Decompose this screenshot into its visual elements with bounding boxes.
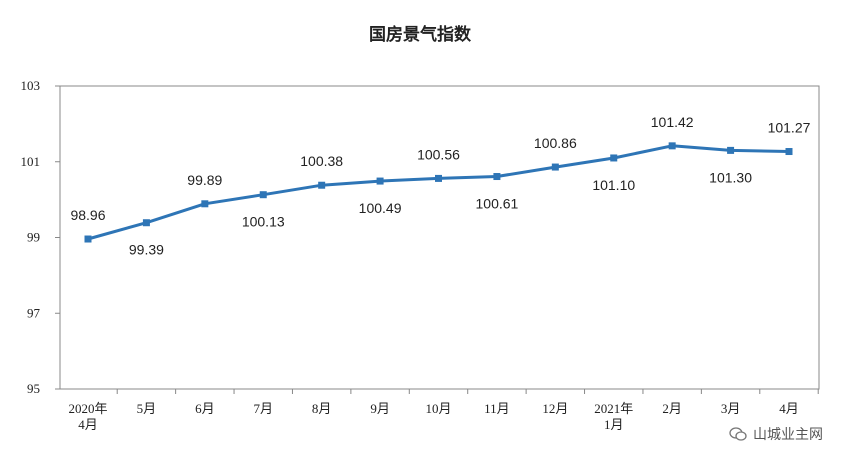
data-point — [551, 163, 559, 171]
x-tick-label: 1月 — [604, 417, 624, 432]
x-tick-label: 4月 — [779, 401, 799, 416]
chart-title: 国房景气指数 — [369, 24, 472, 45]
data-point — [610, 154, 618, 162]
data-point — [201, 200, 209, 208]
data-point — [84, 235, 92, 243]
data-point — [435, 174, 442, 182]
data-label: 101.30 — [709, 169, 752, 185]
x-tick-label: 6月 — [195, 401, 215, 416]
x-tick-label: 2021年 — [594, 401, 633, 416]
y-tick-label: 99 — [27, 230, 40, 245]
data-label: 100.86 — [534, 135, 577, 151]
data-point — [727, 146, 735, 154]
y-tick-label: 103 — [21, 78, 41, 93]
data-label: 101.42 — [651, 114, 694, 130]
y-tick-label: 95 — [27, 381, 40, 396]
data-labels: 98.96 99.39 99.89 100.13 100.38 100.49 100.56 1… — [70, 114, 810, 258]
x-tick-label: 9月 — [370, 401, 390, 416]
watermark-text: 山城业主网 — [753, 427, 823, 443]
x-tick-label: 5月 — [137, 401, 157, 416]
watermark: 山城业主网 — [725, 422, 827, 446]
data-label: 98.96 — [70, 207, 105, 223]
wechat-icon — [729, 427, 747, 441]
x-tick-label: 4月 — [78, 417, 98, 432]
data-label: 100.13 — [242, 214, 285, 230]
plot-frame — [59, 85, 820, 390]
x-tick-label: 2020年 — [68, 401, 107, 416]
data-label: 101.27 — [768, 120, 811, 136]
data-markers — [84, 142, 793, 243]
y-tick-label: 97 — [27, 305, 41, 320]
x-tick-label: 3月 — [721, 401, 741, 416]
data-label: 100.61 — [476, 196, 519, 212]
data-label: 100.49 — [359, 200, 402, 216]
x-tick-label: 7月 — [253, 401, 273, 416]
x-tick-label: 11月 — [484, 401, 510, 416]
data-label: 101.10 — [592, 177, 635, 193]
data-point — [142, 219, 150, 227]
data-point — [668, 142, 676, 150]
x-tick-label: 10月 — [425, 401, 451, 416]
y-axis: 95 97 99 101 103 — [21, 78, 60, 396]
data-label: 100.56 — [417, 146, 460, 162]
data-label: 99.39 — [129, 242, 164, 258]
x-tick-label: 8月 — [312, 401, 332, 416]
data-label: 99.89 — [187, 172, 222, 188]
data-point — [493, 173, 501, 181]
data-label: 100.38 — [300, 153, 343, 169]
y-tick-label: 101 — [21, 154, 41, 169]
data-point — [318, 181, 326, 189]
data-point — [785, 148, 793, 156]
x-tick-label: 12月 — [542, 401, 568, 416]
x-tick-label: 2月 — [662, 401, 682, 416]
data-point — [259, 191, 267, 199]
data-point — [376, 177, 384, 185]
